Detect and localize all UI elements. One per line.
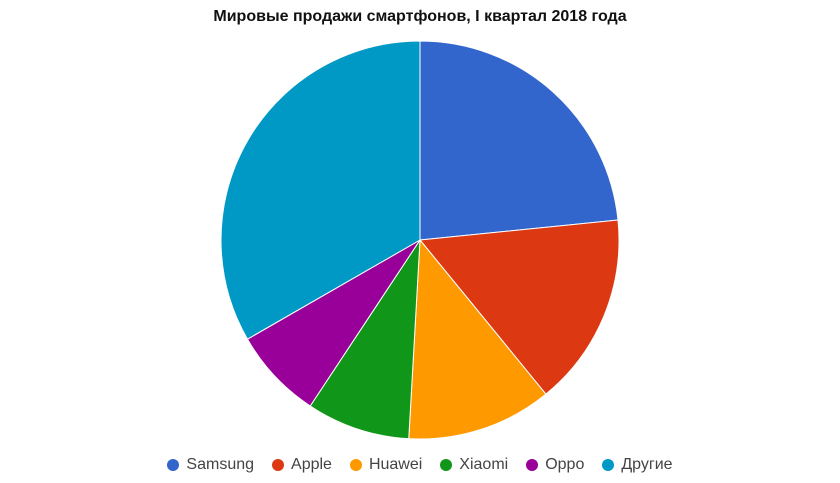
legend-label: Oppo bbox=[545, 456, 585, 473]
legend-item: Samsung bbox=[167, 456, 254, 474]
legend-item: Другие bbox=[602, 456, 673, 474]
pie-slice-другие bbox=[220, 40, 421, 340]
legend-label: Samsung bbox=[186, 456, 255, 473]
legend-swatch bbox=[440, 459, 453, 471]
legend-swatch bbox=[602, 459, 615, 471]
pie-slice-huawei bbox=[408, 238, 547, 440]
pie-slice-xiaomi bbox=[309, 238, 421, 440]
legend-swatch bbox=[272, 459, 285, 471]
legend-item: Huawei bbox=[349, 456, 423, 474]
legend-label: Xiaomi bbox=[459, 456, 509, 473]
chart-title: Мировые продажи смартфонов, I квартал 20… bbox=[213, 8, 627, 25]
legend-swatch bbox=[526, 459, 539, 471]
legend-item: Xiaomi bbox=[440, 456, 508, 474]
legend-label: Другие bbox=[621, 456, 673, 473]
legend-swatch bbox=[349, 459, 362, 471]
chart-legend: Samsung Apple Huawei Xiaomi Oppo Другие bbox=[0, 454, 840, 476]
pie-slice-samsung bbox=[419, 40, 619, 241]
legend-item: Oppo bbox=[526, 456, 584, 474]
legend-label: Huawei bbox=[368, 456, 423, 473]
legend-label: Apple bbox=[291, 456, 332, 473]
pie-slice-apple bbox=[419, 219, 620, 395]
legend-swatch bbox=[167, 459, 180, 471]
legend-item: Apple bbox=[272, 456, 332, 474]
